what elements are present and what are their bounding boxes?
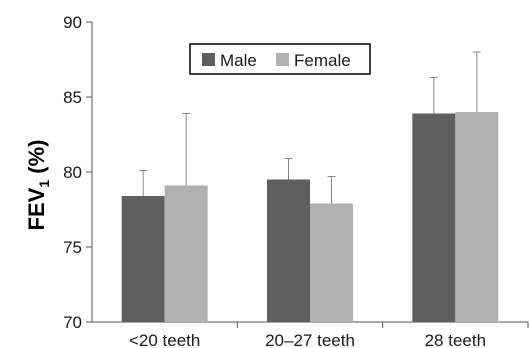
y-tick-label: 80	[63, 163, 82, 182]
bar-male	[412, 113, 456, 322]
bar-female	[455, 112, 499, 322]
plot-area: 70 75 80 85 90 <20 teeth 20–27 teeth 28 teeth	[63, 13, 529, 348]
legend-label-female: Female	[294, 51, 351, 70]
legend-label-male: Male	[220, 51, 257, 70]
y-tick-label: 70	[63, 313, 82, 332]
y-tick-label: 75	[63, 238, 82, 257]
bar-male	[121, 196, 165, 322]
x-tick-label: 20–27 teeth	[265, 331, 355, 348]
x-tick-label: 28 teeth	[425, 331, 486, 348]
y-axis-label-main: FEV	[24, 187, 49, 230]
y-axis-label-subscript: 1	[36, 180, 52, 188]
y-tick-label: 85	[63, 88, 82, 107]
svg-text:FEV1 (%): FEV1 (%)	[24, 140, 52, 231]
bar-female	[310, 203, 353, 322]
legend-swatch-male	[202, 53, 215, 66]
legend: Male Female	[189, 43, 371, 75]
legend-swatch-female	[276, 53, 289, 66]
y-tick-label: 90	[63, 13, 82, 32]
x-tick-label: <20 teeth	[129, 331, 200, 348]
y-axis-label: FEV1 (%)	[24, 140, 52, 231]
bar-male	[267, 179, 310, 322]
bar-female	[164, 185, 208, 322]
y-axis-label-suffix: (%)	[24, 140, 49, 180]
